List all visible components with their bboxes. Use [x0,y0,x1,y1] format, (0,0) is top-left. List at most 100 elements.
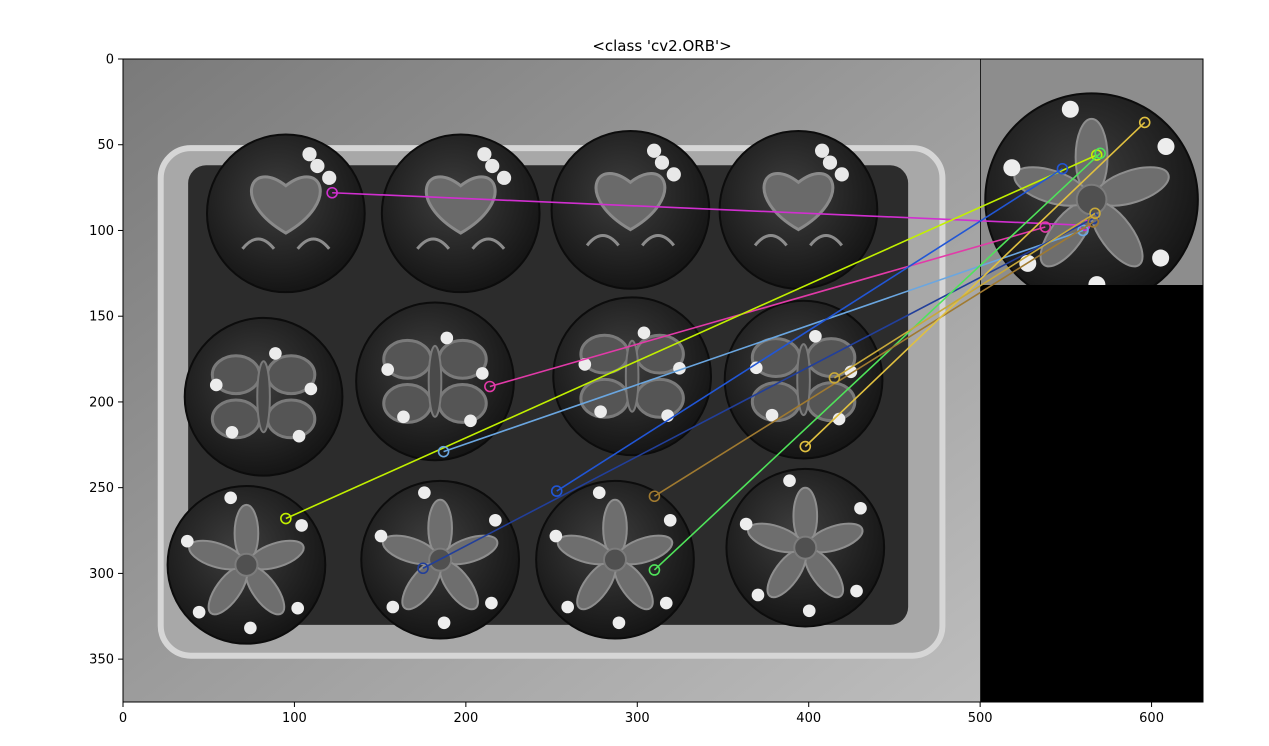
sugar-pearl [374,529,388,543]
sugar-pearl [809,329,822,343]
sugar-pearl [663,513,677,527]
sugar-pearl [295,519,308,532]
cupcake-heart [550,130,711,290]
y-tick-label: 350 [89,653,114,668]
sugar-pearl [244,621,257,635]
sugar-pearl [594,405,607,419]
sugar-pearl [304,382,318,396]
sugar-pearl [834,167,849,182]
sugar-pearl [496,170,512,185]
keypoint-query [1077,224,1089,237]
match-line [804,121,1146,448]
sugar-pearl [464,414,477,428]
keypoint-query [1039,221,1052,233]
sugar-pearl [476,367,489,380]
cupcake-flower [535,479,695,640]
query-image-content [981,59,1203,285]
sugar-pearl [637,326,651,340]
sugar-pearl [302,147,317,162]
sugar-pearl [292,429,306,443]
cupcake-butterfly [183,316,344,477]
sugar-pearl [549,529,563,543]
y-tick-label: 150 [89,310,114,325]
flower-center [234,552,259,577]
match-line [556,168,1063,492]
sugar-pearl [489,513,502,527]
query-image [980,59,1203,702]
keypoint-query [1087,216,1100,228]
keypoint-scene [280,512,292,525]
keypoint-query [1094,147,1106,160]
sugar-pearl [822,155,838,170]
match-2 [280,149,1103,525]
sugar-pearl [654,155,670,170]
match-line [834,212,1096,379]
sugar-pearl [850,584,863,598]
sugar-pearl [477,147,492,162]
keypoint-scene [326,186,338,199]
sugar-pearl [1003,159,1021,177]
x-tick-label: 0 [119,711,127,726]
x-tick-label: 300 [625,711,650,726]
butterfly-wing [266,398,317,440]
sugar-pearl [225,425,239,439]
plot-area [123,59,1203,702]
cupcake-heart [380,133,541,294]
match-6 [648,147,1106,576]
sugar-pearl [386,600,400,614]
y-axis-ticks: 0 50 100 150 200 250 300 350 [89,53,123,668]
sugar-pearl [180,534,194,548]
swirl-decoration [753,234,843,247]
match-line [332,191,1085,227]
match-line [654,221,1094,497]
sugar-pearl [739,517,753,531]
sugar-pearl [485,596,498,610]
sugar-pearl [310,158,325,174]
keypoint-scene [417,562,429,575]
sugar-pearl [1152,249,1170,267]
sugar-pearl [832,412,846,426]
y-tick-label: 0 [106,53,114,68]
y-tick-label: 200 [89,395,114,410]
match-line [489,226,1046,388]
cupcake-butterfly [355,301,515,462]
sugar-pearl [783,474,796,487]
swirl-decoration [241,237,331,250]
sugar-pearl [854,501,867,515]
cupcake-butterfly [552,296,713,457]
match-9 [828,207,1101,384]
tray-base [188,165,909,625]
sugar-pearl [209,378,223,392]
match-line [443,229,1084,453]
match-8 [799,116,1151,453]
keypoint-scene [648,564,661,576]
sugar-pearl [659,596,673,610]
y-tick-label: 300 [89,567,114,582]
butterfly-body [624,339,640,413]
match-1 [484,221,1052,393]
flower-center [793,535,818,560]
butterfly-wing [634,377,685,419]
sugar-pearl [666,167,681,182]
sugar-pearl [749,361,763,375]
x-axis-ticks: 0 100 200 300 400 500 600 [119,702,1164,726]
y-tick-label: 250 [89,481,114,496]
sugar-pearl [440,331,454,345]
keypoint-query [1089,207,1101,220]
heart-motif [249,175,322,235]
heart-motif [594,172,667,232]
keypoint-scene [648,490,661,503]
sugar-pearl [291,601,304,615]
cupcake-heart [206,133,366,294]
sugar-pearl [561,600,574,614]
sugar-pearl [269,347,282,360]
chart-title: <class 'cv2.ORB'> [592,37,731,55]
swirl-decoration [416,237,506,250]
keypoint-scene [484,380,496,393]
sugar-pearl [322,170,337,185]
sugar-pearl [1061,100,1079,118]
sugar-pearl [751,588,765,602]
flower-center [602,547,628,572]
sugar-pearl [592,486,606,499]
